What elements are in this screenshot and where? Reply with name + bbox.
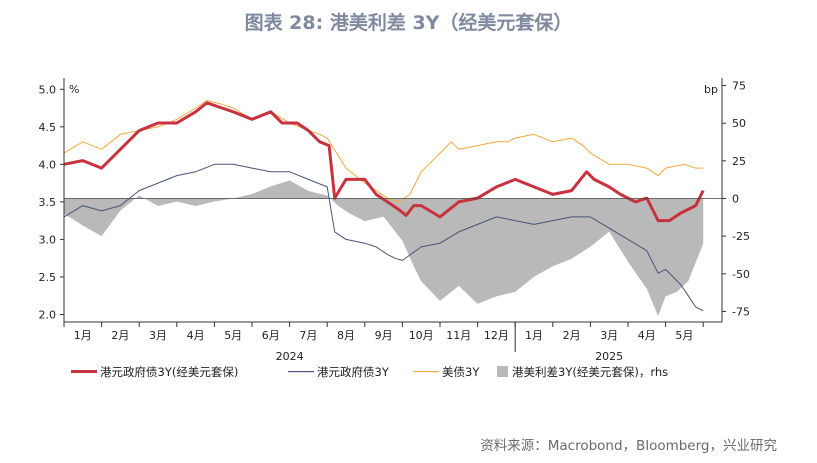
x-month-label: 1月 [525,329,543,342]
left-axis-unit: % [69,83,79,96]
right-tick-label: -75 [732,305,750,318]
legend-label-us: 美债3Y [442,365,480,379]
x-month-label: 10月 [409,329,434,342]
left-tick-label: 4.5 [39,121,57,134]
right-axis-unit: bp [704,83,718,96]
right-tick-label: -25 [732,230,750,243]
x-month-label: 5月 [224,329,242,342]
series-area-spread [64,180,704,316]
left-tick-label: 2.0 [39,308,57,321]
x-month-label: 3月 [600,329,618,342]
x-month-label: 6月 [262,329,280,342]
x-month-label: 4月 [638,329,656,342]
x-month-label: 5月 [675,329,693,342]
left-tick-label: 4.0 [39,158,57,171]
right-tick-label: 0 [732,192,739,205]
legend-swatch-hk [288,371,314,373]
left-tick-label: 3.5 [39,196,57,209]
right-tick-label: 75 [732,80,746,93]
x-month-label: 4月 [187,329,205,342]
right-tick-label: 50 [732,117,746,130]
series-line-hk-hedged [63,101,705,223]
x-month-label: 7月 [299,329,317,342]
x-month-label: 8月 [337,329,355,342]
x-month-label: 3月 [149,329,167,342]
legend-swatch-hk-hedged [71,370,97,373]
x-month-label: 12月 [484,329,509,342]
left-tick-label: 2.5 [39,271,57,284]
x-month-label: 2月 [563,329,581,342]
series-line-hk [63,163,704,312]
x-month-label: 1月 [74,329,92,342]
chart-svg: 2.0 2.5 3.0 3.5 4.0 4.5 5.0% 75 50 25 0 -25 -50 -75 bp… [39,78,750,379]
left-tick-label: 3.0 [39,233,57,246]
right-tick-label: -50 [732,268,750,281]
legend-swatch-us [413,371,439,373]
legend-swatch-spread [497,366,508,377]
left-tick-label: 5.0 [39,83,57,96]
legend-label-hk: 港元政府债3Y [317,365,390,379]
chart-title: 图表 28: 港美利差 3Y（经美元套保） [244,12,573,34]
x-year-label: 2025 [595,350,623,363]
right-tick-label: 25 [732,155,746,168]
source-note: 资料来源：Macrobond，Bloomberg，兴业研究 [480,438,777,454]
x-month-label: 11月 [446,329,471,342]
legend-label-hk-hedged: 港元政府债3Y(经美元套保) [100,365,238,379]
x-month-label: 2月 [111,329,129,342]
x-year-label: 2024 [276,350,304,363]
legend-label-spread: 港美利差3Y(经美元套保)，rhs [512,365,668,379]
x-month-label: 9月 [375,329,393,342]
